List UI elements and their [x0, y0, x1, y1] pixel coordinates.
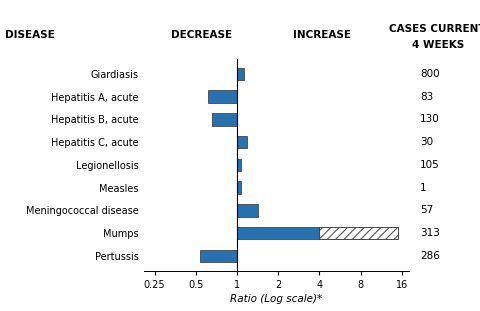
Bar [237, 181, 240, 194]
Text: 83: 83 [419, 92, 432, 102]
Text: INCREASE: INCREASE [293, 30, 350, 40]
Text: DECREASE: DECREASE [171, 30, 232, 40]
Text: 4 WEEKS: 4 WEEKS [411, 40, 463, 50]
Text: 1: 1 [419, 183, 426, 193]
Bar [208, 91, 237, 103]
Bar [237, 67, 243, 80]
Text: 800: 800 [419, 69, 439, 79]
Bar [212, 113, 237, 126]
Bar [200, 249, 237, 262]
Text: 57: 57 [419, 205, 432, 215]
Bar [237, 204, 257, 216]
Bar [237, 227, 319, 239]
Bar [237, 136, 246, 148]
Text: 130: 130 [419, 114, 439, 124]
Text: 286: 286 [419, 251, 439, 261]
X-axis label: Ratio (Log scale)*: Ratio (Log scale)* [230, 294, 322, 304]
Text: 313: 313 [419, 228, 439, 238]
Text: CASES CURRENT: CASES CURRENT [389, 24, 480, 34]
Text: 30: 30 [419, 137, 432, 147]
Bar [319, 227, 397, 239]
Text: 105: 105 [419, 160, 439, 170]
Bar [237, 159, 240, 171]
Text: DISEASE: DISEASE [5, 30, 54, 40]
Bar [319, 227, 397, 239]
